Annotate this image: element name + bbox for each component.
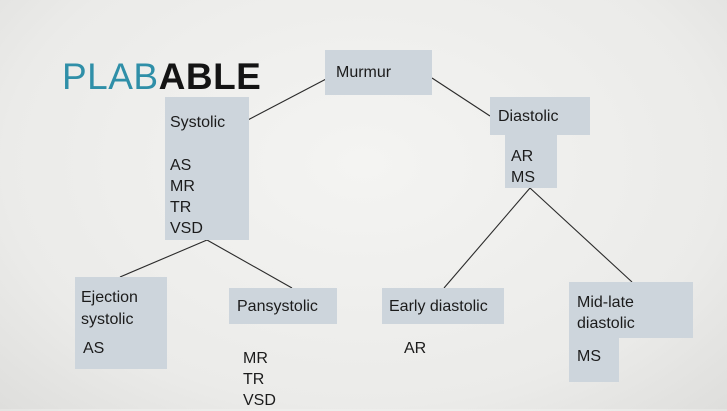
mid-late-item-ms: MS [577, 348, 601, 365]
early-diastolic-title: Early diastolic [389, 298, 488, 315]
ejection-systolic-node [75, 277, 167, 369]
ejection-title-line2: systolic [81, 311, 134, 328]
ejection-title-line1: Ejection [81, 289, 138, 306]
mid-late-title-line1: Mid-late [577, 294, 634, 311]
plabable-logo: PLABABLE [62, 55, 261, 99]
pansystolic-node [229, 288, 337, 324]
connector-systolic-ejection [119, 239, 208, 278]
diastolic-node [490, 97, 590, 135]
connector-diastolic-early [443, 187, 531, 289]
early-diastolic-node [382, 288, 504, 324]
pansystolic-item-mr: MR [243, 350, 268, 367]
diastolic-title: Diastolic [498, 108, 559, 125]
diastolic-item-ar: AR [511, 148, 534, 165]
systolic-item-vsd: VSD [170, 220, 203, 237]
ejection-item-as: AS [83, 340, 105, 357]
early-diastolic-item-ar: AR [404, 340, 427, 357]
pansystolic-item-tr: TR [243, 371, 265, 388]
mid-late-diastolic-node [569, 282, 693, 338]
systolic-item-tr: TR [170, 199, 192, 216]
logo-plab: PLAB [62, 56, 159, 97]
systolic-item-mr: MR [170, 178, 195, 195]
diastolic-item-ms: MS [511, 169, 535, 186]
mid-late-title-line2: diastolic [577, 315, 635, 332]
connector-murmur-diastolic [431, 77, 491, 117]
murmur-node [325, 50, 432, 95]
pansystolic-title: Pansystolic [237, 298, 318, 315]
pansystolic-item-vsd: VSD [243, 392, 276, 409]
systolic-title: Systolic [170, 114, 226, 131]
mid-late-items-box [569, 338, 619, 382]
systolic-item-as: AS [170, 157, 192, 174]
logo-able: ABLE [158, 56, 262, 97]
connector-murmur-systolic [243, 77, 329, 123]
connector-systolic-pansystolic [206, 239, 293, 289]
connector-diastolic-midlate [529, 187, 633, 283]
systolic-node [165, 97, 249, 240]
murmur-label: Murmur [336, 64, 392, 81]
diastolic-items-box [505, 135, 557, 188]
